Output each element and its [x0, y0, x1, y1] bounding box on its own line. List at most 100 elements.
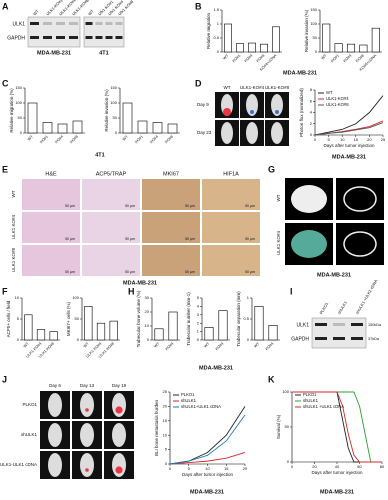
bar — [122, 102, 133, 134]
label: KO#8 — [69, 135, 79, 145]
histology-image — [82, 245, 140, 276]
histology-image — [202, 179, 260, 210]
label: 5 — [165, 447, 168, 452]
band — [69, 36, 78, 39]
label: 20 — [145, 309, 150, 314]
label: WT — [23, 341, 30, 348]
label: Relative migration — [206, 12, 211, 49]
band — [85, 36, 93, 39]
label: ULK1-KO#8 — [265, 85, 290, 90]
label: 50 µm — [185, 204, 195, 208]
label: WT — [222, 53, 229, 60]
label: H&E — [45, 171, 57, 177]
label: KO#1 — [39, 135, 49, 145]
label: WT — [224, 85, 231, 90]
signal — [115, 466, 123, 474]
label: GAPDH — [291, 336, 309, 342]
label: 50 — [113, 115, 118, 120]
label: Relative invasion (%) — [104, 89, 109, 132]
label: MDA-MB-231 — [199, 365, 233, 371]
label: 40 — [335, 464, 340, 469]
label: F — [2, 286, 8, 296]
label: 50 µm — [185, 270, 195, 274]
series-line — [292, 391, 382, 463]
label: 150kDa — [368, 323, 382, 327]
label: 50 — [285, 424, 290, 429]
label: ACP5+ cells / field — [6, 300, 11, 337]
mouse — [221, 122, 233, 144]
bar — [322, 23, 331, 53]
histology-image — [22, 245, 80, 276]
mouse — [80, 423, 94, 447]
bar — [24, 314, 33, 341]
label: 50 — [313, 35, 318, 40]
label: WT — [27, 134, 34, 141]
bar — [36, 329, 46, 341]
mouse — [80, 453, 94, 477]
mouse — [246, 94, 258, 116]
band — [30, 22, 39, 25]
bar — [218, 310, 228, 341]
series-line — [169, 414, 246, 465]
label: HIF1A — [223, 171, 239, 177]
band — [351, 323, 363, 326]
band — [56, 36, 65, 39]
bar — [137, 120, 148, 134]
label: 5 — [17, 316, 20, 321]
label: E — [2, 164, 8, 174]
label: J — [2, 374, 7, 384]
label: Day 13 — [80, 383, 95, 388]
label: shULK1-ULK1 cDNA — [0, 462, 37, 467]
label: KO#8 — [355, 54, 365, 64]
blot — [27, 16, 81, 48]
label: ULK1 KO#4 — [11, 214, 16, 239]
label: KO#1 — [232, 54, 242, 64]
series-line — [314, 122, 384, 136]
label: 50 µm — [65, 237, 75, 241]
label: 4 — [310, 110, 313, 115]
label: 30 — [145, 295, 150, 300]
label: ULK1-KO#4 — [326, 96, 349, 101]
band — [315, 323, 327, 326]
label: 10 — [145, 323, 150, 328]
label: 100 — [15, 100, 22, 105]
label: PLKO1 — [181, 392, 195, 397]
label: KO#4 — [54, 135, 64, 145]
label: shULK1 +ULK1 cDNA — [354, 278, 378, 315]
bar — [359, 44, 368, 53]
label: 1.5 — [213, 7, 219, 12]
label: 0 — [291, 464, 294, 469]
label: GAPDH — [7, 35, 25, 41]
mouse — [80, 393, 94, 417]
label: WT — [253, 341, 260, 348]
label: 2 — [197, 320, 200, 325]
label: Day 19 — [112, 383, 127, 388]
band — [115, 22, 123, 25]
bar — [248, 42, 256, 53]
label: MDA-MB-231 — [190, 489, 224, 495]
microct-image — [336, 223, 384, 265]
blot — [83, 16, 125, 48]
band — [105, 22, 113, 25]
label: shULK1 — [21, 432, 38, 437]
label: Days after tumor injection — [323, 143, 375, 148]
bar — [254, 306, 264, 341]
label: KO#8 — [164, 135, 174, 145]
label: shULK1+ULK1 cDNA — [181, 404, 221, 409]
label: B — [195, 1, 202, 11]
signal — [85, 408, 89, 412]
bar — [57, 123, 68, 134]
band — [105, 36, 113, 39]
label: 5 — [327, 137, 330, 142]
label: MDA-MB-231 — [320, 489, 354, 495]
label: 25 — [381, 137, 386, 142]
label: 150 — [110, 85, 117, 90]
label: KO#1 — [330, 54, 340, 64]
label: 50 — [75, 316, 80, 321]
label: A — [2, 1, 9, 11]
label: Days after tumor injection — [182, 472, 234, 477]
label: 1 — [217, 21, 220, 26]
signal — [223, 108, 231, 116]
bar — [167, 123, 178, 134]
band — [69, 22, 78, 25]
